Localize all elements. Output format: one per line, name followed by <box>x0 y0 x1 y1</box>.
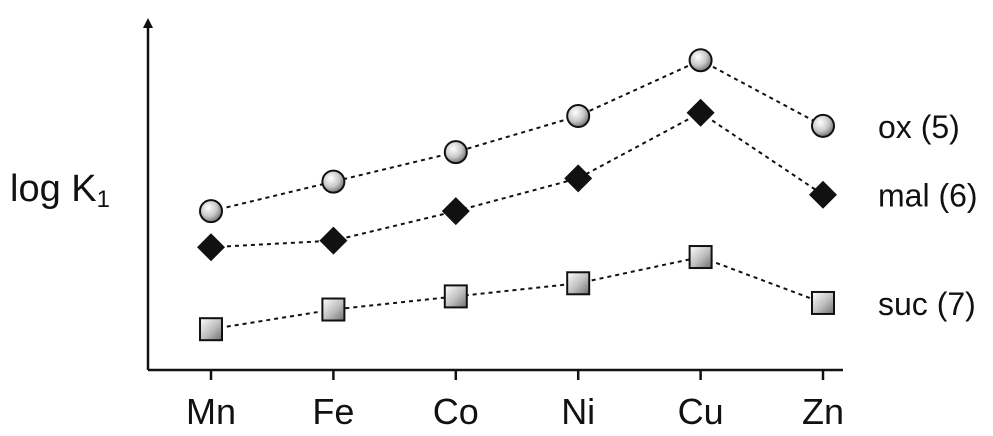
square-point-ni <box>566 271 591 296</box>
y-axis-label: log K1 <box>10 168 110 213</box>
series-label-square: suc (7) <box>878 286 976 322</box>
circle-point-zn <box>811 113 835 138</box>
series-line-circle <box>210 59 824 213</box>
circle-point-fe <box>321 169 346 194</box>
diamond-point-ni <box>564 164 593 193</box>
circle-point-cu <box>688 48 713 73</box>
square-point-fe <box>321 297 346 322</box>
circle-point-mn <box>199 199 223 224</box>
series-label-diamond: mal (6) <box>878 178 978 214</box>
x-tick-label-zn: Zn <box>802 391 844 432</box>
square-point-mn <box>199 317 223 342</box>
square-point-zn <box>811 290 835 315</box>
diamond-point-fe <box>319 226 348 255</box>
series-line-diamond <box>210 111 824 249</box>
series-line-square <box>210 256 824 331</box>
diamond-point-cu <box>686 98 715 127</box>
y-axis-arrowhead <box>143 18 153 28</box>
square-point-co <box>443 284 468 309</box>
series-label-circle: ox (5) <box>878 109 960 145</box>
circle-point-co <box>443 140 468 165</box>
x-tick-label-cu: Cu <box>678 391 724 432</box>
x-tick-label-mn: Mn <box>186 391 236 432</box>
x-tick-label-fe: Fe <box>312 391 354 432</box>
diamond-point-zn <box>809 180 837 209</box>
circle-point-ni <box>566 104 591 128</box>
x-tick-label-ni: Ni <box>561 391 595 432</box>
diamond-point-co <box>441 197 470 226</box>
x-tick-label-co: Co <box>433 391 479 432</box>
diamond-point-mn <box>197 233 225 262</box>
square-point-cu <box>688 245 713 270</box>
